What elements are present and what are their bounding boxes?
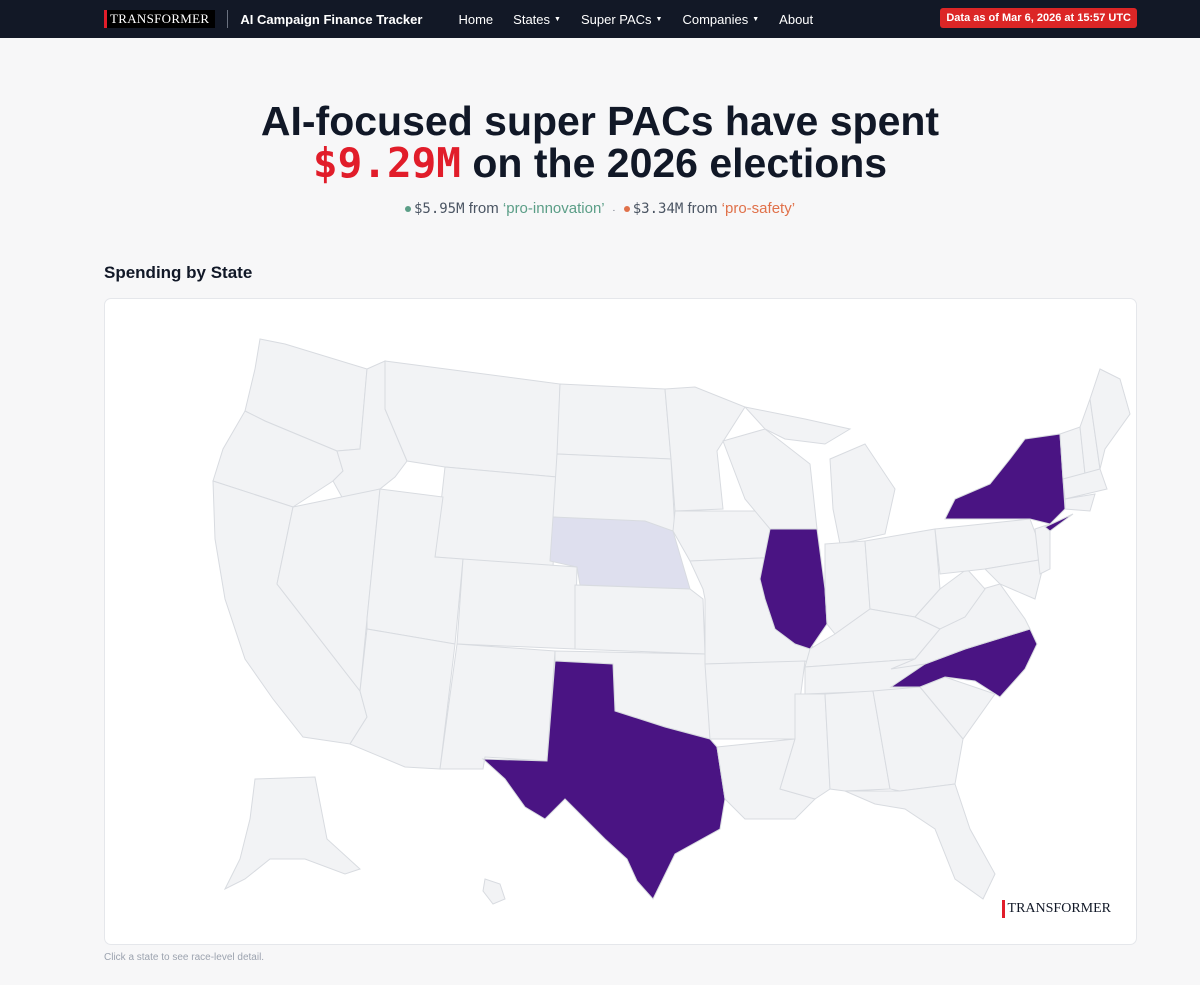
pro-innovation-dot-icon	[404, 206, 411, 213]
state-texas[interactable]	[481, 660, 726, 900]
top-navbar: TRANSFORMER AI Campaign Finance Tracker …	[0, 0, 1200, 38]
state-michigan-upper[interactable]	[743, 406, 852, 445]
state-utah[interactable]	[366, 488, 464, 645]
brand-logo[interactable]: TRANSFORMER	[104, 10, 216, 28]
headline-line-2-rest: on the 2026 elections	[461, 140, 888, 186]
from-text: from	[683, 200, 722, 217]
state-hawaii[interactable]	[482, 878, 506, 905]
state-kansas[interactable]	[574, 584, 706, 655]
state-alaska[interactable]	[223, 776, 361, 891]
watermark-bar-mark	[1001, 900, 1005, 918]
nav-item-label: About	[779, 11, 814, 27]
headline-line-2: $9.29M on the 2026 elections	[0, 142, 1200, 184]
nav-item-label: Companies	[682, 11, 749, 27]
pro-safety-label[interactable]: ‘pro-safety’	[721, 200, 796, 217]
brand-bar-mark	[104, 10, 107, 28]
brand-name: TRANSFORMER	[110, 11, 210, 26]
nav-item-super-pacs[interactable]: Super PACs ▼	[581, 12, 663, 27]
state-wyoming[interactable]	[434, 466, 558, 568]
separator: ·	[612, 205, 616, 216]
transformer-watermark: TRANSFORMER	[1001, 900, 1111, 918]
total-spent-amount: $9.29M	[312, 139, 461, 187]
section-title: Spending by State	[104, 263, 253, 282]
pro-safety-dot-icon	[623, 206, 630, 213]
page-headline: AI-focused super PACs have spent $9.29M …	[0, 100, 1200, 184]
state-illinois[interactable]	[759, 528, 828, 650]
state-alabama[interactable]	[824, 690, 891, 792]
data-freshness-badge: Data as of Mar 6, 2026 at 15:57 UTC	[940, 8, 1137, 28]
state-north-dakota[interactable]	[556, 383, 672, 460]
chevron-down-icon: ▼	[554, 15, 561, 23]
nav-item-states[interactable]: States ▼	[513, 12, 561, 27]
state-minnesota[interactable]	[664, 386, 746, 512]
state-arizona[interactable]	[349, 628, 456, 770]
nav-menu: Home States ▼ Super PACs ▼ Companies ▼ A…	[458, 12, 833, 27]
state-connecticut[interactable]	[1064, 493, 1096, 512]
nav-item-label: Home	[458, 11, 494, 27]
state-new-york[interactable]	[944, 433, 1074, 532]
map-footnote: Click a state to see race-level detail.	[104, 952, 265, 963]
state-montana[interactable]	[384, 360, 561, 478]
chevron-down-icon: ▼	[752, 15, 760, 23]
chevron-down-icon: ▼	[655, 15, 663, 23]
from-text: from	[464, 200, 503, 217]
state-colorado[interactable]	[456, 558, 578, 650]
nav-item-home[interactable]: Home	[458, 12, 493, 27]
nav-item-label: Super PACs	[580, 11, 652, 27]
state-michigan[interactable]	[829, 443, 896, 545]
state-spending-map-card: TRANSFORMER	[104, 298, 1137, 945]
state-arkansas[interactable]	[704, 660, 806, 740]
nav-item-label: States	[513, 11, 551, 27]
hero-section: AI-focused super PACs have spent $9.29M …	[0, 100, 1200, 217]
pro-safety-amount: $3.34M	[632, 201, 684, 217]
state-florida[interactable]	[844, 783, 996, 900]
nav-item-companies[interactable]: Companies ▼	[682, 12, 759, 27]
watermark-text: TRANSFORMER	[1007, 901, 1111, 916]
state-maryland[interactable]	[983, 558, 1046, 600]
pro-innovation-amount: $5.95M	[413, 201, 465, 217]
headline-line-1: AI-focused super PACs have spent	[260, 98, 940, 144]
state-new-mexico[interactable]	[439, 643, 556, 770]
nav-divider	[227, 10, 229, 28]
spending-breakdown: $5.95M from ‘pro-innovation’ · $3.34M fr…	[0, 200, 1200, 217]
state-new-jersey[interactable]	[1034, 523, 1051, 575]
nav-item-about[interactable]: About	[779, 12, 813, 27]
us-states-map	[212, 338, 1131, 905]
app-title[interactable]: AI Campaign Finance Tracker	[240, 11, 423, 27]
pro-innovation-label[interactable]: ‘pro-innovation’	[502, 200, 605, 217]
state-massachusetts[interactable]	[1062, 468, 1108, 500]
state-nevada[interactable]	[276, 488, 381, 693]
